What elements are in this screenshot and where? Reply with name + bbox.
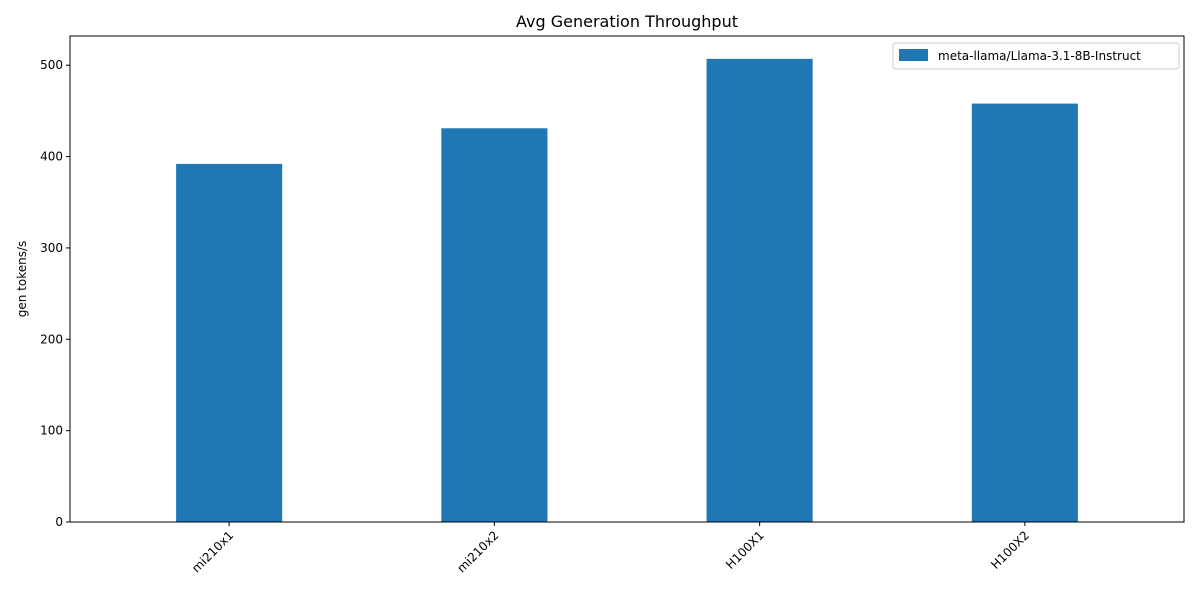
legend-swatch: [899, 49, 928, 61]
bars-layer: [176, 58, 1078, 523]
bar-mi210x1: [176, 163, 283, 522]
bar-H100X1: [706, 58, 813, 523]
chart-title: Avg Generation Throughput: [516, 12, 738, 31]
legend-frame: [892, 42, 1180, 70]
x-ticks-layer: mi210x1 mi210x2 H100X1 H100X2: [189, 522, 1032, 575]
x-tick-label: H100X1: [723, 528, 767, 572]
y-axis-label: gen tokens/s: [15, 241, 29, 318]
x-tick-label: mi210x1: [189, 528, 236, 575]
legend-label: meta-llama/Llama-3.1-8B-Instruct: [938, 49, 1141, 63]
y-tick-label: 200: [40, 332, 63, 346]
y-tick-label: 0: [55, 515, 63, 529]
y-tick-label: 100: [40, 424, 63, 438]
y-ticks-layer: 0 100 200 300 400 500: [40, 58, 70, 529]
bar-H100X2: [971, 103, 1078, 522]
y-tick-label: 300: [40, 241, 63, 255]
x-tick-label: mi210x2: [454, 528, 501, 575]
bar-mi210x2: [441, 128, 548, 522]
y-tick-label: 400: [40, 150, 63, 164]
x-tick-label: H100X2: [988, 528, 1032, 572]
plot-frame: [69, 35, 1185, 523]
y-tick-label: 500: [40, 58, 63, 72]
legend: meta-llama/Llama-3.1-8B-Instruct: [892, 42, 1180, 70]
